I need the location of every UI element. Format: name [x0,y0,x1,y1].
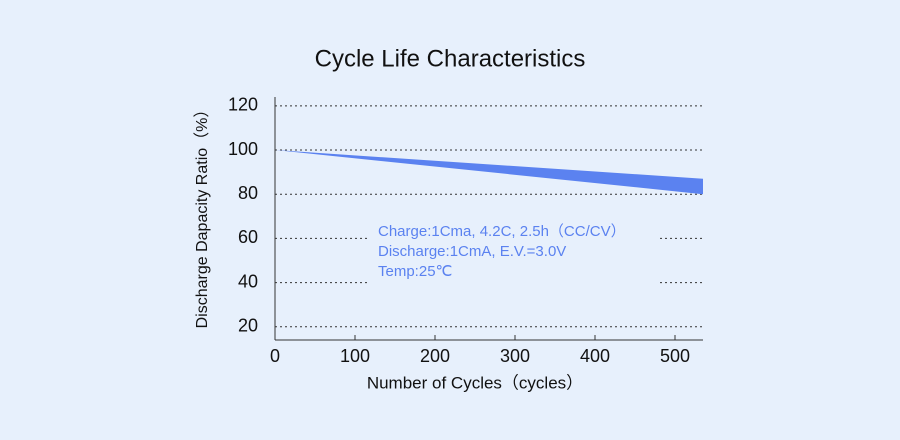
x-tick-label: 300 [500,346,530,366]
x-tick-label: 0 [270,346,280,366]
y-tick-label: 60 [238,227,258,247]
chart-title: Cycle Life Characteristics [315,45,586,72]
y-tick-label: 20 [238,315,258,335]
x-tick-label: 100 [340,346,370,366]
y-tick-label: 100 [228,139,258,159]
capacity-band [275,150,703,195]
y-tick-label: 120 [228,95,258,115]
y-tick-label: 80 [238,183,258,203]
y-axis-label: Discharge Dapacity Ratio（%） [193,102,211,329]
x-tick-label: 200 [420,346,450,366]
annotation: Temp:25℃ [378,263,452,280]
annotation-box [368,218,658,284]
x-axis-label: Number of Cycles（cycles） [367,373,583,392]
y-tick-label: 40 [238,271,258,291]
x-tick-label: 500 [660,346,690,366]
annotation: Discharge:1CmA, E.V.=3.0V [378,243,566,260]
x-tick-label: 400 [580,346,610,366]
annotation: Charge:1Cma, 4.2C, 2.5h（CC/CV） [378,223,626,240]
